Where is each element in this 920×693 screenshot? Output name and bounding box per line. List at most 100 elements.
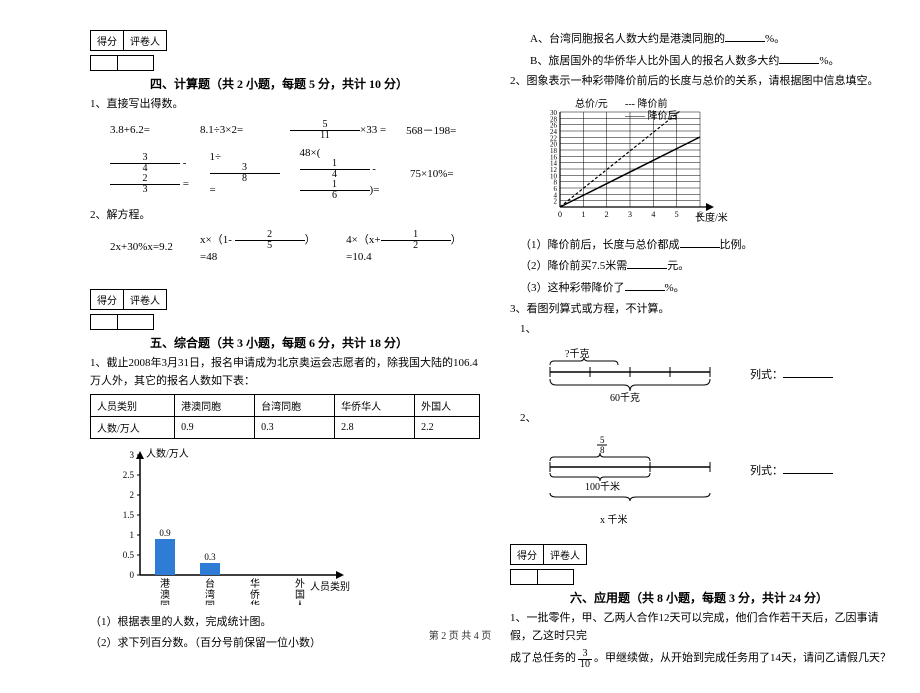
th-1: 港澳同胞 [175, 395, 255, 417]
svg-text:侨: 侨 [250, 589, 260, 601]
score-box-4-empty [90, 55, 480, 71]
score-box-5-empty [90, 314, 480, 330]
reviewer-label-6: 评卷人 [544, 544, 587, 565]
calc2-b: 1÷38 = [210, 151, 280, 196]
svg-text:--- 降价前: --- 降价前 [625, 97, 668, 110]
svg-text:人: 人 [295, 600, 305, 605]
s4-q2: 2、解方程。 [90, 207, 480, 225]
section5-title: 五、综合题（共 3 小题，每题 6 分，共计 18 分） [150, 334, 480, 351]
s5-q1: 1、截止2008年3月31日，报名申请成为北京奥运会志愿者的，除我国大陆的106… [90, 355, 480, 390]
td-1: 0.9 [175, 417, 255, 439]
score-label: 得分 [90, 30, 124, 51]
svg-text:0.3: 0.3 [204, 552, 216, 562]
score-box-5: 得分 评卷人 [90, 289, 480, 310]
diagram2-svg: 5 8 100千米 [540, 435, 720, 505]
svg-text:4: 4 [651, 210, 655, 219]
line-chart: 总价/元 --- 降价前 —— 降价后 长度/米 0123456 2468101… [520, 97, 900, 230]
bar-chart: 人数/万人 人员类别 00.511.522.53 0.90.3 港澳同胞台湾同胞… [100, 445, 480, 608]
section6-title: 六、应用题（共 8 小题，每题 3 分，共计 24 分） [570, 589, 900, 606]
td-4: 2.2 [415, 417, 480, 439]
calc-a: 3.8+6.2= [110, 124, 180, 136]
table-row: 人员类别 港澳同胞 台湾同胞 华侨华人 外国人 [91, 395, 480, 417]
svg-text:国: 国 [295, 589, 305, 601]
s4-q1: 1、直接写出得数。 [90, 96, 480, 114]
svg-text:1: 1 [130, 530, 135, 540]
s5-q3-2: 2、 [520, 410, 900, 428]
score-empty [90, 55, 118, 71]
s5-q1-subA: A、台湾同胞报名人数大约是港澳同胞的%。 [530, 30, 900, 49]
svg-text:总价/元: 总价/元 [575, 97, 608, 110]
formula-2-label: 列式： [750, 462, 833, 478]
reviewer-label-5: 评卷人 [124, 289, 167, 310]
svg-text:人员类别: 人员类别 [310, 580, 350, 593]
svg-text:2: 2 [130, 490, 135, 500]
calc3-a: 2x+30%x=9.2 [110, 241, 180, 253]
reviewer-label: 评卷人 [124, 30, 167, 51]
calc2-c: 48×(14 - 16)= [300, 147, 390, 201]
svg-text:外: 外 [295, 578, 305, 590]
score-label-5: 得分 [90, 289, 124, 310]
svg-text:100千米: 100千米 [585, 480, 620, 493]
svg-text:5: 5 [600, 435, 605, 445]
svg-text:0.5: 0.5 [123, 550, 135, 560]
calc3-c: 4×（x+12）=10.4 [346, 230, 480, 263]
calc-d: 568－198= [406, 122, 476, 138]
svg-text:台: 台 [205, 577, 215, 590]
score-empty-6 [510, 569, 538, 585]
diagram2-bottom: x 千米 [600, 513, 900, 529]
svg-text:港: 港 [160, 578, 170, 590]
s5-q3: 3、看图列算式或方程，不计算。 [510, 301, 900, 319]
s5-q2: 2、图象表示一种彩带降价前后的长度与总价的关系，请根据图中信息填空。 [510, 73, 900, 91]
svg-text:1: 1 [581, 210, 585, 219]
diagram1-svg: ?千克 60千克 [540, 347, 720, 402]
reviewer-empty [118, 55, 154, 71]
svg-text:同: 同 [205, 600, 215, 605]
score-empty-5 [90, 314, 118, 330]
left-column: 得分 评卷人 四、计算题（共 2 小题，每题 5 分，共计 10 分） 1、直接… [90, 30, 480, 673]
section4-title: 四、计算题（共 2 小题，每题 5 分，共计 10 分） [150, 75, 480, 92]
s5-q3-1: 1、 [520, 321, 900, 339]
svg-text:湾: 湾 [205, 588, 215, 601]
score-box-6: 得分 评卷人 [510, 544, 900, 565]
svg-text:华: 华 [250, 577, 260, 590]
svg-text:人数/万人: 人数/万人 [146, 447, 189, 460]
svg-text:60千克: 60千克 [610, 392, 640, 402]
th-4: 外国人 [415, 395, 480, 417]
diagram-2: 5 8 100千米 列式： [540, 435, 900, 505]
calc-c: 511×33 = [290, 120, 386, 141]
s4-calc-row2: 34 - 23 = 1÷38 = 48×(14 - 16)= 75×10%= [110, 147, 480, 201]
svg-text:—— 降价后: —— 降价后 [624, 109, 678, 122]
right-column: A、台湾同胞报名人数大约是港澳同胞的%。 B、旅居国外的华侨华人比外国人的报名人… [510, 30, 900, 673]
score-label-6: 得分 [510, 544, 544, 565]
svg-text:同: 同 [160, 600, 170, 605]
td-2: 0.3 [255, 417, 335, 439]
svg-text:5: 5 [675, 210, 679, 219]
formula-1-label: 列式： [750, 366, 833, 382]
line-chart-svg: 总价/元 --- 降价前 —— 降价后 长度/米 0123456 2468101… [520, 97, 750, 227]
th-2: 台湾同胞 [255, 395, 335, 417]
svg-text:澳: 澳 [160, 588, 170, 601]
svg-text:8: 8 [600, 445, 605, 455]
td-0: 人数/万人 [91, 417, 175, 439]
td-3: 2.8 [335, 417, 415, 439]
data-table: 人员类别 港澳同胞 台湾同胞 华侨华人 外国人 人数/万人 0.9 0.3 2.… [90, 394, 480, 439]
reviewer-empty-6 [538, 569, 574, 585]
calc3-b: x×（1- 25）=48 [200, 230, 326, 263]
th-0: 人员类别 [91, 395, 175, 417]
svg-text:?千克: ?千克 [565, 348, 589, 360]
svg-text:3: 3 [628, 210, 632, 219]
score-box-4: 得分 评卷人 [90, 30, 480, 51]
svg-text:0.9: 0.9 [159, 528, 171, 538]
s5-q2-sub1: （1）降价前后，长度与总价都成比例。 [520, 236, 900, 255]
page-footer: 第 2 页 共 4 页 [0, 627, 920, 642]
table-row: 人数/万人 0.9 0.3 2.8 2.2 [91, 417, 480, 439]
svg-text:2.5: 2.5 [123, 470, 135, 480]
s6-q1-l2: 成了总任务的 310 。甲继续做，从开始到完成任务用了14天，请问乙请假几天？ [510, 649, 900, 670]
th-3: 华侨华人 [335, 395, 415, 417]
reviewer-empty-5 [118, 314, 154, 330]
svg-text:0: 0 [130, 570, 135, 580]
svg-text:3: 3 [130, 450, 135, 460]
svg-text:6: 6 [698, 210, 702, 219]
s4-calc-row1: 3.8+6.2= 8.1÷3×2= 511×33 = 568－198= [110, 120, 480, 141]
svg-text:1.5: 1.5 [123, 510, 135, 520]
